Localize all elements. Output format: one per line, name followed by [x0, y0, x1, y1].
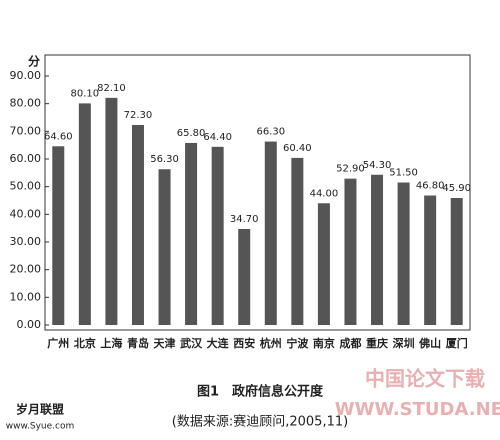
x-tick-label: 天津: [154, 336, 176, 350]
bar: [317, 203, 330, 325]
bar: [105, 97, 118, 326]
value-label: 52.90: [336, 164, 365, 175]
value-label: 72.30: [124, 110, 153, 121]
value-label: 65.80: [177, 128, 206, 139]
watermark: WWW.STUDA.NET: [335, 399, 500, 420]
bar: [371, 174, 384, 325]
value-label: 34.70: [230, 214, 259, 225]
x-tick-label: 宁波: [286, 336, 309, 350]
bar: [397, 182, 410, 325]
y-tick-label: 40.00: [10, 207, 42, 220]
bar: [450, 198, 463, 325]
bar: [211, 146, 224, 325]
value-label: 45.90: [442, 183, 471, 194]
plot-frame: [44, 54, 471, 331]
x-tick-label: 厦门: [446, 336, 468, 350]
x-tick-label: 广州: [47, 336, 69, 350]
chart-subtitle: (数据来源:赛迪顾问,2005,11): [172, 414, 348, 430]
y-tick-label: 60.00: [10, 152, 42, 165]
y-tick-label: 70.00: [10, 124, 42, 137]
watermark: www.Syue.com: [6, 422, 74, 432]
bar: [264, 141, 277, 325]
value-label: 51.50: [389, 168, 418, 179]
bar: [131, 124, 144, 325]
x-tick-label: 重庆: [366, 336, 388, 350]
x-tick-label: 佛山: [418, 336, 441, 350]
x-tick-label: 西安: [233, 336, 255, 350]
value-label: 66.30: [256, 127, 285, 138]
value-label: 54.30: [363, 160, 392, 171]
bar: [344, 178, 357, 325]
bar: [424, 195, 437, 325]
x-tick-label: 上海: [100, 336, 122, 350]
value-label: 60.40: [283, 143, 312, 154]
y-tick-label: 0.00: [17, 318, 42, 331]
y-tick-label: 80.00: [10, 97, 42, 110]
watermark: 中国论文下载: [365, 367, 485, 391]
value-label: 82.10: [97, 83, 126, 94]
y-tick-label: 50.00: [10, 180, 42, 193]
bar: [158, 169, 171, 325]
y-axis-label: 分: [28, 54, 40, 69]
x-tick-label: 杭州: [260, 336, 282, 350]
watermark: 岁月联盟: [16, 402, 64, 417]
value-label: 64.60: [44, 131, 73, 142]
x-tick-label: 青岛: [127, 336, 149, 350]
chart-title: 图1 政府信息公开度: [197, 384, 324, 400]
x-tick-label: 武汉: [180, 336, 203, 350]
y-tick-label: 90.00: [10, 69, 42, 82]
bar: [78, 103, 91, 325]
bar: [185, 142, 198, 325]
x-tick-label: 南京: [313, 336, 335, 350]
value-label: 64.40: [203, 132, 232, 143]
x-tick-label: 成都: [339, 336, 361, 350]
y-tick-label: 20.00: [10, 263, 42, 276]
bar: [291, 157, 304, 325]
value-label: 44.00: [310, 188, 339, 199]
y-tick-label: 30.00: [10, 235, 42, 248]
value-label: 56.30: [150, 154, 179, 165]
bar: [52, 146, 65, 325]
x-tick-label: 北京: [74, 336, 96, 350]
x-tick-label: 深圳: [393, 336, 415, 350]
bar: [238, 228, 251, 325]
y-tick-label: 10.00: [10, 290, 42, 303]
x-tick-label: 大连: [207, 336, 230, 350]
value-label: 80.10: [71, 88, 100, 99]
value-label: 46.80: [416, 181, 445, 192]
